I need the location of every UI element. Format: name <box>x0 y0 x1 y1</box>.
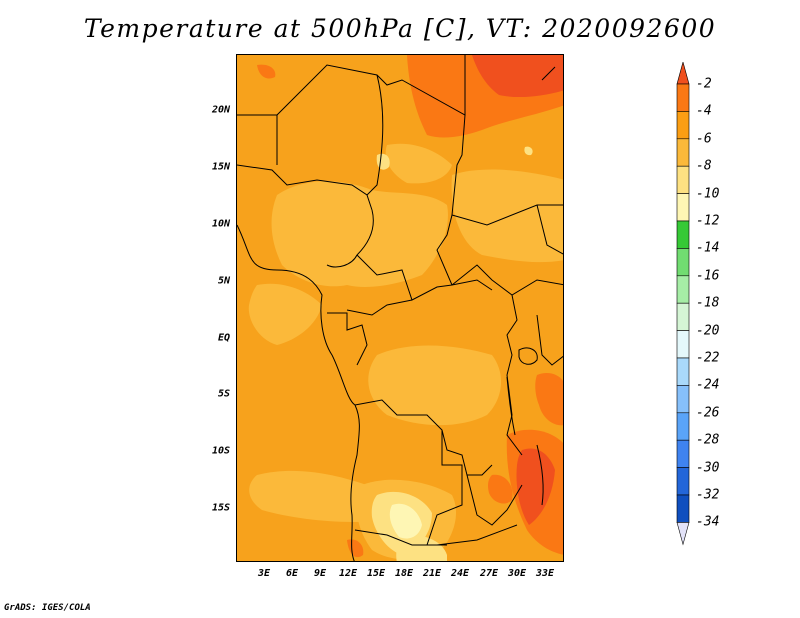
border-niger-chad <box>366 74 384 196</box>
border-drc-tanzania <box>506 374 523 456</box>
lat-tick-5n: 5N <box>217 275 230 287</box>
colorbar-label: -30 <box>696 460 720 476</box>
colorbar-label: -24 <box>696 377 720 393</box>
lat-tick-10s: 10S <box>211 445 230 457</box>
colorbar-label: -10 <box>696 186 720 202</box>
border-car <box>356 254 493 301</box>
colorbar-label: -22 <box>696 350 720 366</box>
field-warm-mozambique-west <box>488 474 513 504</box>
border-angola-drc <box>354 399 493 476</box>
colorbar-label: -2 <box>696 76 712 92</box>
colorbar-cell <box>676 275 690 304</box>
field-hot-libya <box>472 55 563 98</box>
lon-tick-21e: 21E <box>422 568 442 579</box>
lake-tanganyika <box>506 376 516 436</box>
colorbar-cell <box>676 357 690 386</box>
border-ethiopia <box>536 204 563 255</box>
colorbar-cell <box>676 165 690 194</box>
colorbar-cell <box>676 412 690 441</box>
border-sudan-south <box>451 204 563 226</box>
border-namibia <box>354 524 518 546</box>
map-field-svg <box>237 55 563 561</box>
border-car-drc <box>346 299 413 316</box>
border-drc-uganda <box>506 294 518 376</box>
border-congo <box>327 312 368 366</box>
colorbar-cell <box>676 439 690 468</box>
field-warm-northwest <box>257 64 276 79</box>
lon-tick-18e: 18E <box>394 568 414 579</box>
field-cool-southwest <box>249 470 391 522</box>
colorbar-label: -26 <box>696 405 720 421</box>
lat-tick-5s: 5S <box>217 388 230 400</box>
lon-tick-30e: 30E <box>507 568 527 579</box>
lat-tick-20n: 20N <box>211 104 230 116</box>
border-east-kenya <box>536 314 563 366</box>
colorbar-label: -18 <box>696 295 720 311</box>
colorbar-cell <box>676 248 690 277</box>
colorbar-label: -34 <box>696 514 720 530</box>
lon-tick-9e: 9E <box>313 568 327 579</box>
colorbar-cell <box>676 193 690 222</box>
border-zambia-zimbabwe <box>466 474 523 526</box>
colorbar-cell <box>676 83 690 112</box>
colorbar-cell <box>676 494 690 523</box>
field-hot-mozambique <box>516 448 555 525</box>
lon-tick-3e: 3E <box>257 568 271 579</box>
colorbar-label: -14 <box>696 240 720 256</box>
border-south-sudan <box>451 264 563 296</box>
colorbar-label: -4 <box>696 103 712 119</box>
lat-tick-15n: 15N <box>211 161 230 173</box>
colorbar-cell <box>676 302 690 331</box>
colorbar-label: -8 <box>696 158 712 174</box>
grads-credit: GrADS: IGES/COLA <box>4 603 91 613</box>
chart-title: Temperature at 500hPa [C], VT: 202009260… <box>83 14 717 43</box>
lake-victoria <box>518 347 538 365</box>
lat-tick-15s: 15S <box>211 502 230 514</box>
border-coastline-west <box>237 224 360 561</box>
colorbar-cell <box>676 467 690 496</box>
field-cool-east <box>451 169 563 263</box>
field-palest-angola <box>389 503 422 539</box>
colorbar-cell <box>676 138 690 167</box>
lon-tick-27e: 27E <box>479 568 499 579</box>
lat-tick-eq: EQ <box>217 332 230 344</box>
colorbar-label: -12 <box>696 213 720 229</box>
colorbar-label: -16 <box>696 268 720 284</box>
country-borders <box>237 55 563 561</box>
field-warm-kenya <box>535 373 563 426</box>
colorbar-cell <box>676 111 690 140</box>
lon-tick-15e: 15E <box>366 568 386 579</box>
colorbar-bottom-arrow <box>676 522 690 546</box>
border-mali <box>237 114 278 165</box>
field-pale-south <box>396 534 447 561</box>
lon-tick-33e: 33E <box>535 568 555 579</box>
temperature-map <box>236 54 564 562</box>
colorbar <box>676 62 690 546</box>
colorbar-label: -20 <box>696 323 720 339</box>
field-cool-west-sahel <box>271 181 448 287</box>
field-cool-central-north <box>385 143 452 184</box>
border-niger-nigeria <box>237 164 373 211</box>
colorbar-label: -28 <box>696 432 720 448</box>
field-pale-sudan <box>524 146 533 156</box>
lon-tick-12e: 12E <box>338 568 358 579</box>
field-cool-gabon <box>248 283 322 345</box>
colorbar-label: -32 <box>696 487 720 503</box>
lon-tick-24e: 24E <box>450 568 470 579</box>
colorbar-cell <box>676 220 690 249</box>
colorbar-top-arrow <box>676 62 690 85</box>
lake-malawi <box>536 444 544 506</box>
lon-tick-6e: 6E <box>285 568 299 579</box>
nile-north <box>541 66 556 81</box>
field-warm-southwest-corner <box>347 539 364 558</box>
field-cool-central-basin <box>368 345 502 426</box>
colorbar-cell <box>676 385 690 414</box>
lat-tick-10n: 10N <box>211 218 230 230</box>
colorbar-label: -6 <box>696 131 712 147</box>
colorbar-cell <box>676 330 690 359</box>
